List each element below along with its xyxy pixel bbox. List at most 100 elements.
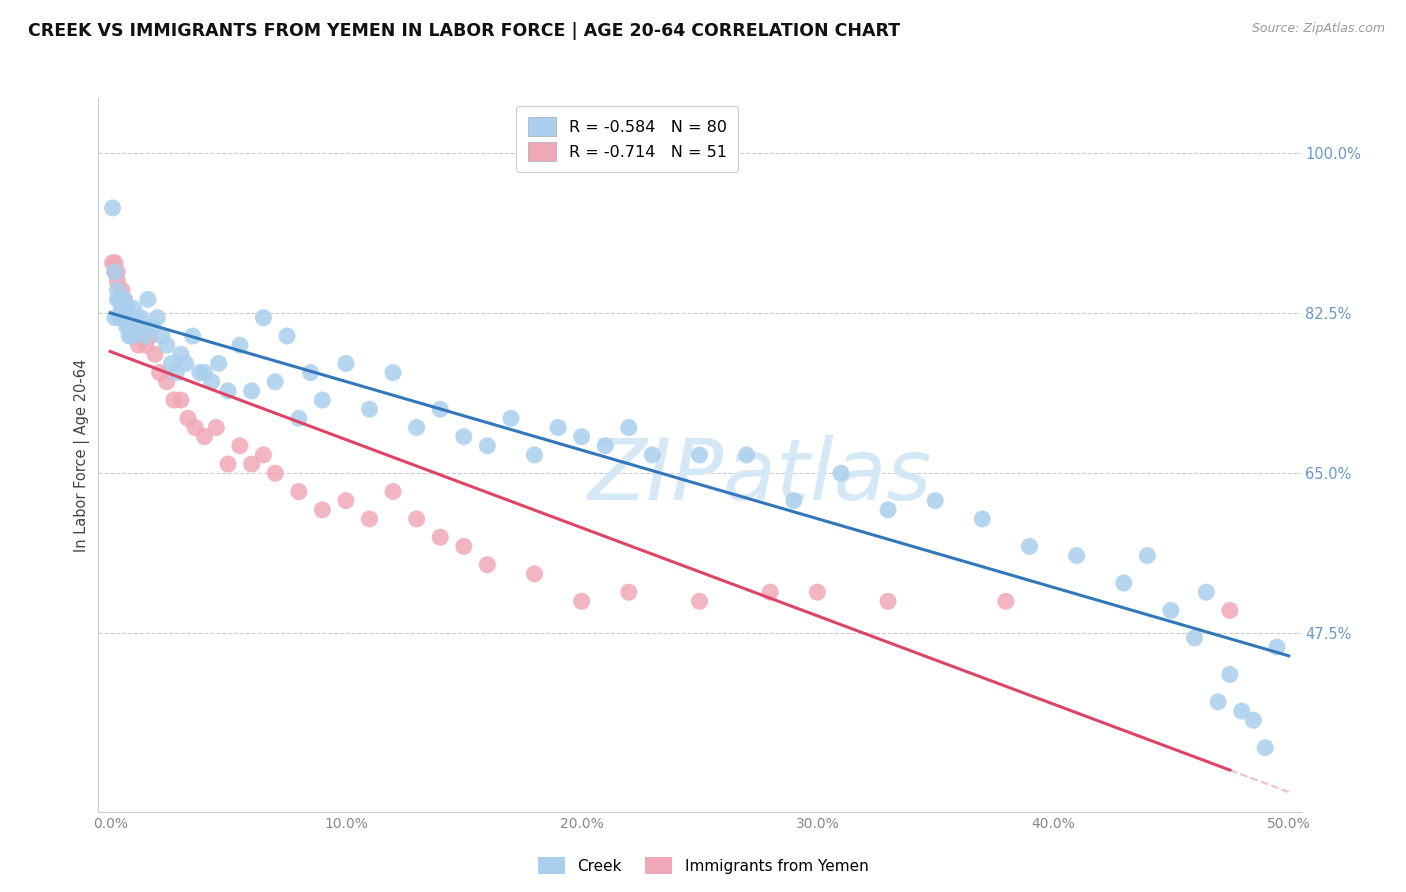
Point	[104, 265, 127, 279]
Point	[617, 585, 640, 599]
Point	[429, 402, 451, 417]
Point	[499, 411, 522, 425]
Point	[104, 310, 127, 325]
Point	[163, 392, 186, 407]
Point	[405, 420, 427, 434]
Point	[129, 329, 152, 343]
Point	[101, 256, 124, 270]
Point	[359, 402, 381, 417]
Point	[994, 594, 1017, 608]
Point	[115, 310, 138, 325]
Point	[523, 448, 546, 462]
Point	[229, 439, 252, 453]
Legend: R = -0.584   N = 80, R = -0.714   N = 51: R = -0.584 N = 80, R = -0.714 N = 51	[516, 106, 738, 172]
Text: ZIPatlas: ZIPatlas	[588, 434, 932, 518]
Point	[1230, 704, 1253, 718]
Point	[264, 375, 287, 389]
Point	[877, 503, 900, 517]
Point	[122, 329, 145, 343]
Point	[105, 265, 128, 279]
Point	[1241, 713, 1264, 727]
Point	[311, 503, 333, 517]
Point	[288, 484, 311, 499]
Point	[252, 448, 274, 462]
Point	[105, 293, 128, 307]
Point	[205, 420, 228, 434]
Point	[477, 558, 499, 572]
Point	[177, 411, 200, 425]
Point	[806, 585, 828, 599]
Point	[252, 310, 274, 325]
Point	[1136, 549, 1159, 563]
Point	[139, 329, 162, 343]
Point	[125, 310, 148, 325]
Point	[112, 301, 135, 316]
Point	[288, 411, 311, 425]
Point	[1018, 540, 1040, 554]
Point	[128, 319, 150, 334]
Point	[617, 420, 640, 434]
Point	[217, 384, 239, 398]
Point	[641, 448, 664, 462]
Y-axis label: In Labor Force | Age 20-64: In Labor Force | Age 20-64	[75, 359, 90, 551]
Point	[118, 329, 141, 343]
Point	[1219, 603, 1241, 617]
Point	[170, 392, 193, 407]
Point	[877, 594, 900, 608]
Point	[1184, 631, 1206, 645]
Point	[229, 338, 252, 352]
Point	[188, 366, 211, 380]
Point	[104, 256, 127, 270]
Text: CREEK VS IMMIGRANTS FROM YEMEN IN LABOR FORCE | AGE 20-64 CORRELATION CHART: CREEK VS IMMIGRANTS FROM YEMEN IN LABOR …	[28, 22, 900, 40]
Point	[429, 530, 451, 544]
Point	[523, 566, 546, 581]
Point	[184, 420, 207, 434]
Point	[571, 594, 593, 608]
Point	[111, 301, 134, 316]
Point	[405, 512, 427, 526]
Point	[122, 301, 145, 316]
Point	[193, 429, 215, 443]
Point	[160, 356, 183, 370]
Point	[112, 310, 135, 325]
Point	[111, 301, 134, 316]
Point	[382, 484, 405, 499]
Point	[276, 329, 298, 343]
Point	[129, 310, 152, 325]
Point	[115, 319, 138, 334]
Point	[111, 283, 134, 297]
Point	[1195, 585, 1218, 599]
Point	[112, 293, 135, 307]
Point	[1066, 549, 1088, 563]
Point	[453, 429, 475, 443]
Point	[156, 338, 179, 352]
Point	[735, 448, 758, 462]
Point	[335, 493, 357, 508]
Point	[571, 429, 593, 443]
Point	[108, 310, 131, 325]
Point	[146, 310, 169, 325]
Point	[150, 329, 173, 343]
Point	[135, 338, 157, 352]
Point	[136, 293, 159, 307]
Point	[120, 310, 142, 325]
Point	[382, 366, 405, 380]
Point	[149, 366, 172, 380]
Point	[193, 366, 215, 380]
Point	[156, 375, 179, 389]
Point	[108, 293, 131, 307]
Point	[359, 512, 381, 526]
Point	[118, 319, 141, 334]
Point	[783, 493, 806, 508]
Point	[240, 384, 263, 398]
Point	[170, 347, 193, 361]
Point	[689, 448, 711, 462]
Point	[593, 439, 616, 453]
Point	[1254, 740, 1277, 755]
Point	[111, 310, 134, 325]
Text: Source: ZipAtlas.com: Source: ZipAtlas.com	[1251, 22, 1385, 36]
Point	[208, 356, 231, 370]
Point	[200, 375, 222, 389]
Point	[299, 366, 322, 380]
Point	[759, 585, 782, 599]
